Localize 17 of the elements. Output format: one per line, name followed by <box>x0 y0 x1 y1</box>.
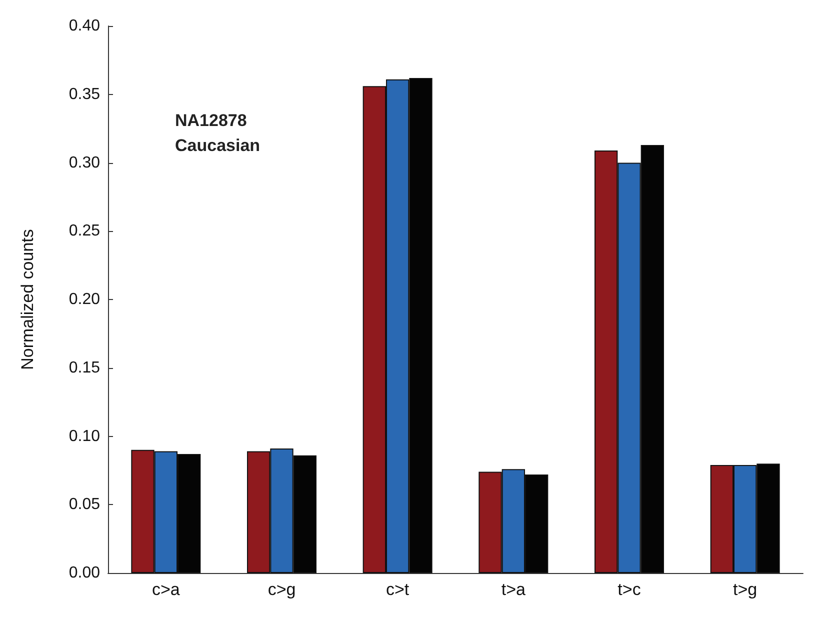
x-tick-label: c>t <box>386 580 410 599</box>
annotation: NA12878 Caucasian <box>175 111 260 155</box>
x-tick-label: t>a <box>501 580 526 599</box>
y-tick-label: 0.30 <box>68 154 100 172</box>
y-tick-label: 0.40 <box>68 18 100 34</box>
y-tick-label: 0.00 <box>68 564 100 582</box>
x-tick-label: t>g <box>733 580 758 599</box>
y-tick-label: 0.35 <box>68 86 100 103</box>
y-tick-label: 0.05 <box>68 496 100 514</box>
y-axis-title: Normalized counts <box>18 229 37 370</box>
y-tick-label: 0.25 <box>68 222 100 240</box>
x-tick-label: c>a <box>152 580 180 599</box>
x-tick-label: c>g <box>268 580 296 599</box>
y-tick-label: 0.15 <box>68 359 100 376</box>
x-tick-label: t>c <box>618 580 642 599</box>
y-tick-label: 0.10 <box>68 428 100 445</box>
y-tick-label: 0.20 <box>68 291 100 308</box>
